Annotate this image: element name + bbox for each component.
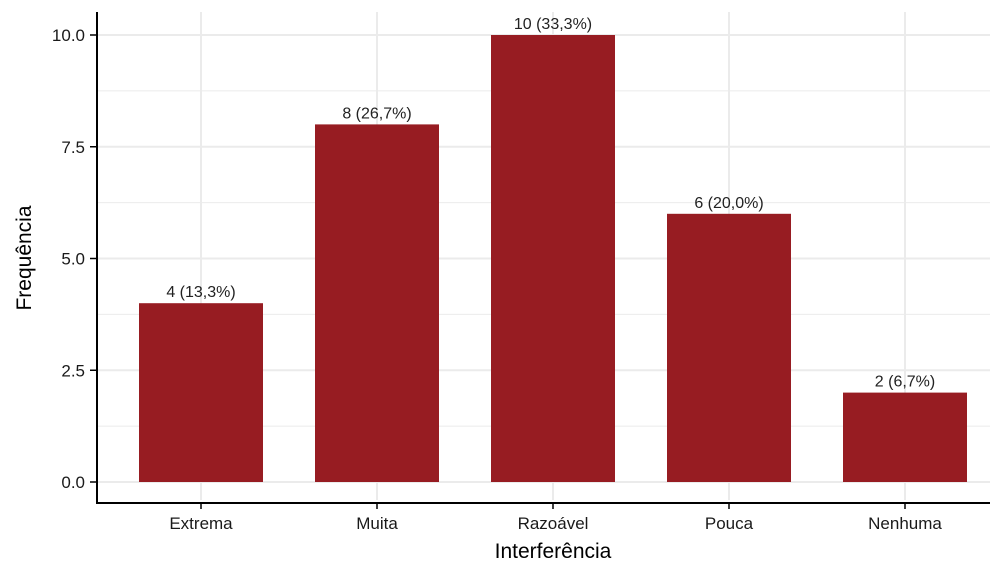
bar xyxy=(667,213,791,483)
axes xyxy=(90,12,990,509)
data-label: 4 (13,3%) xyxy=(166,284,235,301)
x-tick-label: Muita xyxy=(356,514,398,533)
x-tick-label: Nenhuma xyxy=(868,514,942,533)
y-tick-label: 7.5 xyxy=(61,138,85,157)
tick-labels: Extrema Muita Razoável Pouca Nenhuma 0.0 2.5 5.… xyxy=(52,26,942,533)
data-label: 8 (26,7%) xyxy=(342,105,411,122)
bar xyxy=(843,392,967,482)
x-axis-title: Interferência xyxy=(495,540,612,562)
y-tick-label: 2.5 xyxy=(61,361,85,380)
x-tick-label: Pouca xyxy=(705,514,754,533)
bars xyxy=(139,35,967,483)
bar xyxy=(139,303,263,482)
bar xyxy=(491,35,615,482)
y-tick-label: 10.0 xyxy=(52,26,85,45)
data-label: 10 (33,3%) xyxy=(514,16,592,33)
y-tick-label: 0.0 xyxy=(61,473,85,492)
bar xyxy=(315,124,439,483)
y-axis-title: Frequência xyxy=(13,205,36,310)
y-tick-label: 5.0 xyxy=(61,250,85,269)
data-label: 2 (6,7%) xyxy=(875,374,935,391)
x-tick-label: Razoável xyxy=(518,514,589,533)
data-labels: 4 (13,3%) 8 (26,7%) 10 (33,3%) 6 (20,0%) 2 (… xyxy=(166,16,935,391)
data-label: 6 (20,0%) xyxy=(694,195,763,212)
x-tick-label: Extrema xyxy=(169,514,233,533)
